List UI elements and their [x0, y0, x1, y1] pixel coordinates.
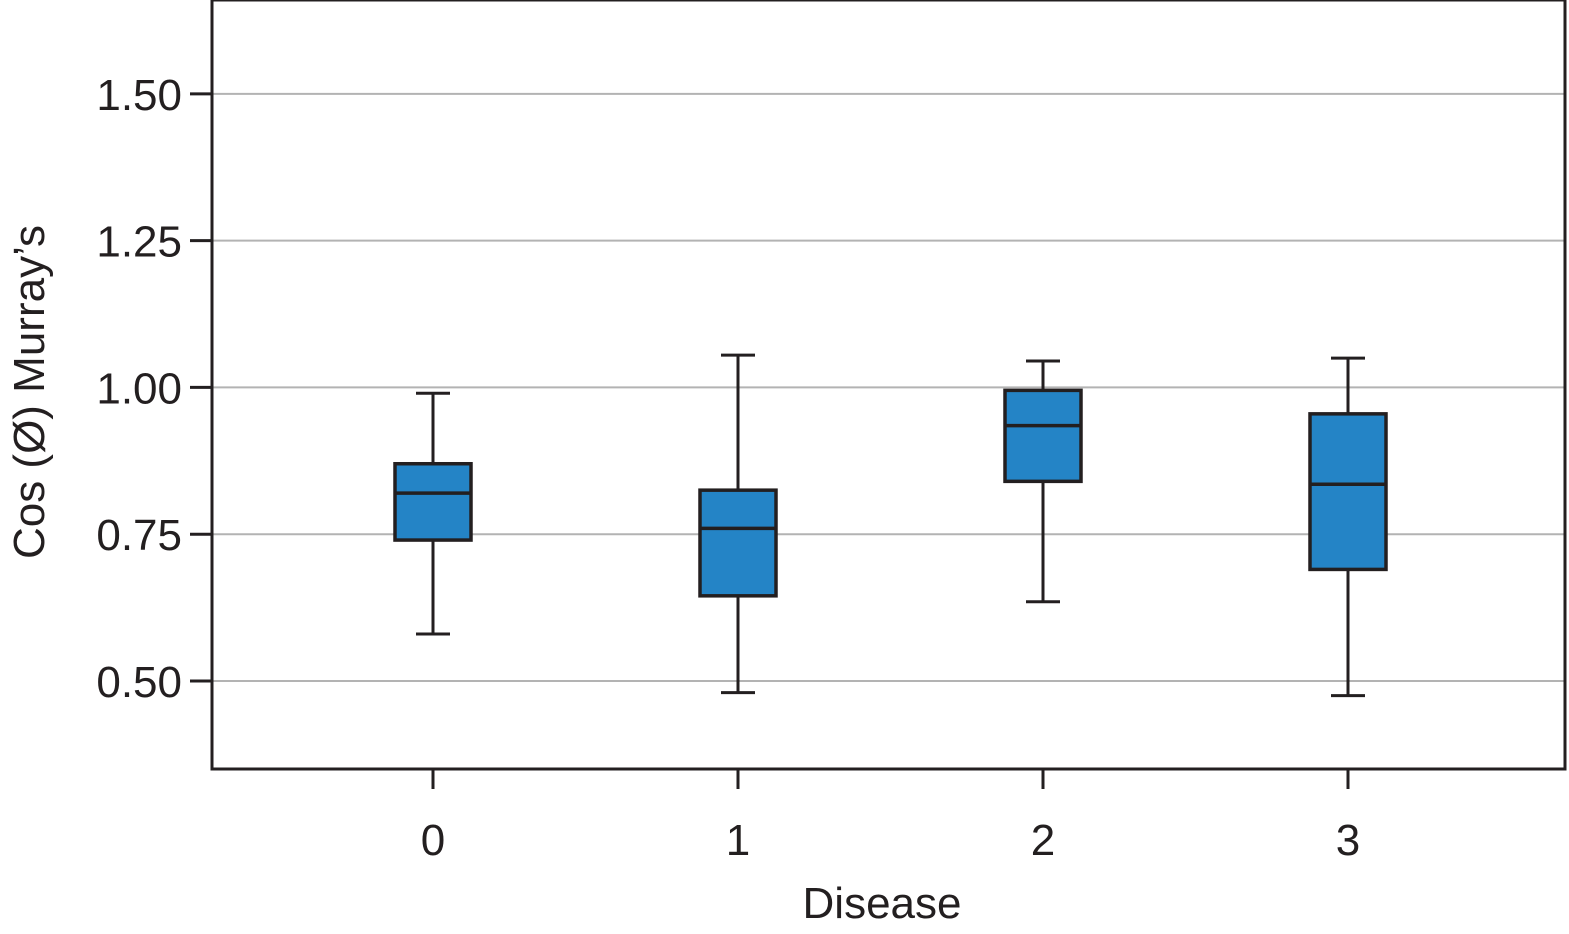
gridlines	[212, 92, 1565, 682]
y-tick-label: 0.50	[96, 658, 182, 707]
y-tick-label: 0.75	[96, 511, 182, 560]
box-group-0	[393, 391, 473, 636]
x-axis-label: Disease	[803, 879, 962, 928]
y-tick-label: 1.25	[96, 218, 182, 267]
x-tick-label: 0	[421, 816, 445, 865]
plot-frame	[210, 0, 1567, 771]
box-group-3	[1308, 356, 1388, 698]
x-tick-label: 2	[1031, 816, 1055, 865]
y-tick-label: 1.00	[96, 364, 182, 413]
boxes	[393, 353, 1388, 698]
y-tick-label: 1.50	[96, 71, 182, 120]
box-group-2	[1003, 359, 1083, 604]
y-axis-label: Cos (Ø) Murray’s	[5, 225, 54, 559]
box	[1308, 412, 1388, 572]
x-tick-label: 1	[726, 816, 750, 865]
box	[393, 461, 473, 542]
x-tick-label: 3	[1336, 816, 1360, 865]
box	[698, 488, 778, 598]
box-group-1	[698, 353, 778, 695]
box	[1003, 388, 1083, 484]
ticks: 0.50 0.75 1.00 1.25 1.50 0 1 2 3	[96, 71, 1360, 865]
